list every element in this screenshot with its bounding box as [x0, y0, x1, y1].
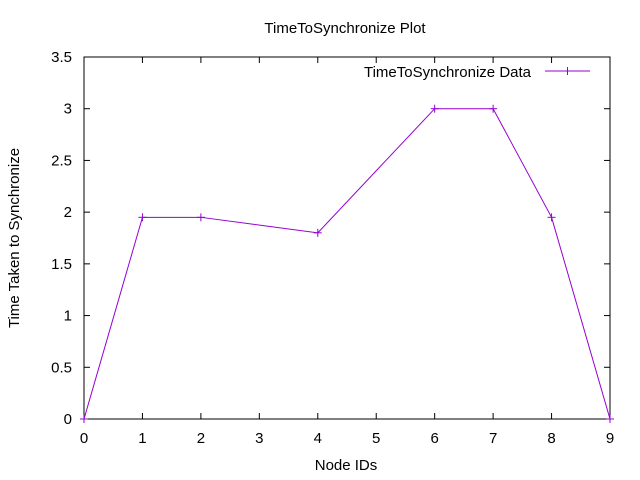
x-tick-label: 3	[255, 430, 263, 447]
ticks: 0 1 2 3 4 5 6 7 8 9 0 0.5 1 1.5 2 2.5 3 3.5	[51, 49, 614, 447]
legend: TimeToSynchronize Data	[364, 64, 590, 81]
chart-title: TimeToSynchronize Plot	[264, 20, 426, 37]
x-tick-label: 5	[372, 430, 380, 447]
x-tick-label: 2	[197, 430, 205, 447]
x-tick-label: 6	[430, 430, 438, 447]
x-tick-label: 1	[138, 430, 146, 447]
y-tick-label: 1	[64, 308, 72, 325]
data-point	[606, 415, 614, 423]
x-tick-label: 0	[80, 430, 88, 447]
y-tick-label: 3.5	[51, 49, 72, 66]
data-point	[430, 104, 439, 113]
y-axis-label: Time Taken to Synchronize	[6, 148, 23, 328]
y-tick-label: 3	[64, 101, 72, 118]
axes	[83, 56, 611, 420]
series	[80, 104, 614, 423]
y-tick-label: 0.5	[51, 359, 72, 376]
x-tick-label: 4	[314, 430, 322, 447]
data-point	[547, 213, 556, 222]
series-line	[83, 108, 611, 420]
data-point	[489, 104, 498, 113]
x-tick-label: 7	[489, 430, 497, 447]
data-point	[138, 213, 147, 222]
x-tick-label: 9	[606, 430, 614, 447]
x-tick-label: 8	[547, 430, 555, 447]
plot-frame	[83, 56, 611, 420]
data-point	[80, 415, 88, 423]
y-tick-label: 1.5	[51, 256, 72, 273]
data-point	[196, 213, 205, 222]
y-tick-label: 2.5	[51, 152, 72, 169]
y-tick-label: 0	[64, 411, 72, 428]
x-axis-label: Node IDs	[315, 457, 378, 474]
legend-label: TimeToSynchronize Data	[364, 64, 532, 81]
data-point	[313, 228, 322, 237]
y-tick-label: 2	[64, 204, 72, 221]
